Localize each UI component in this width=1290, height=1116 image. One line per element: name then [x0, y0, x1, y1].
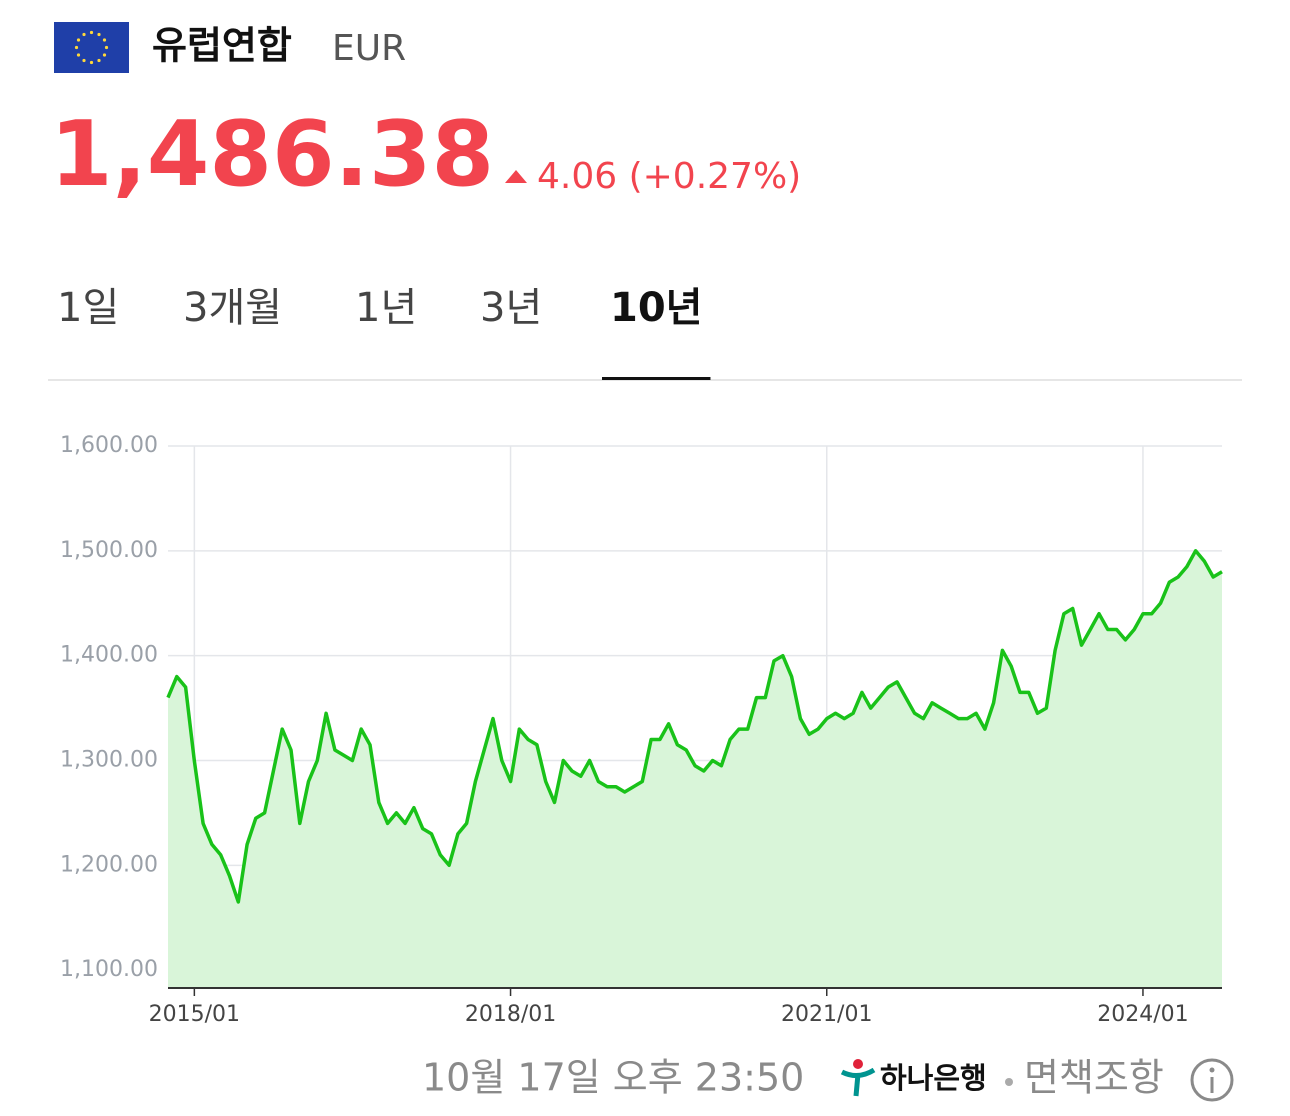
y-tick-label: 1,200.00 — [60, 852, 158, 877]
y-tick-label: 1,100.00 — [60, 957, 158, 982]
y-tick-label: 1,400.00 — [60, 643, 158, 668]
tabs: 1일 3개월 1년 3년 10년 — [57, 285, 711, 380]
up-arrow — [505, 170, 527, 183]
flag-star — [104, 45, 109, 50]
separator-dot — [1005, 1078, 1013, 1086]
currency-code: EUR — [332, 28, 406, 69]
disclaimer-link[interactable]: 면책조항 — [1024, 1056, 1164, 1100]
flag-star — [82, 32, 86, 37]
flag-star — [102, 38, 107, 42]
price-change: 4.06 (+0.27%) — [537, 156, 801, 197]
currency-name: 유럽연합 — [152, 24, 292, 68]
flag-star — [102, 53, 107, 57]
x-tick-label: 2015/01 — [149, 1002, 240, 1027]
x-tick-label: 2018/01 — [465, 1002, 556, 1027]
tab[interactable]: 1일 — [57, 285, 119, 331]
flag-star — [89, 30, 94, 35]
flag-star — [97, 32, 101, 37]
eu-flag — [54, 22, 129, 73]
y-tick-label: 1,600.00 — [60, 433, 158, 458]
tab[interactable]: 10년 — [610, 285, 702, 331]
flag-star — [97, 58, 101, 63]
footer: 10월 17일 오후 23:50 하나은행 면책조항 — [422, 1056, 1234, 1102]
x-tick-label: 2024/01 — [1097, 1002, 1188, 1027]
y-tick-label: 1,500.00 — [60, 538, 158, 563]
x-tick-label: 2021/01 — [781, 1002, 872, 1027]
line — [166, 549, 1223, 904]
flag-star — [74, 45, 79, 50]
y-tick-label: 1,300.00 — [60, 748, 158, 773]
timestamp: 10월 17일 오후 23:50 — [422, 1056, 804, 1100]
tab[interactable]: 3년 — [480, 285, 542, 331]
flag-star — [82, 58, 86, 63]
flag-star — [76, 38, 81, 42]
flag-star — [89, 60, 94, 65]
bank-logo — [840, 1059, 876, 1097]
flag-star — [76, 53, 81, 57]
tab[interactable]: 1년 — [355, 285, 417, 331]
bank-name: 하나은행 — [880, 1061, 987, 1095]
chart: 1,100.00 1,200.00 1,300.00 1,400.00 1,500.00… — [60, 433, 1223, 1027]
tab-underline — [602, 377, 711, 380]
tab[interactable]: 3개월 — [183, 285, 282, 331]
info-icon[interactable] — [1190, 1058, 1234, 1102]
price: 1,486.38 — [50, 102, 494, 207]
area-fill — [168, 550, 1222, 988]
